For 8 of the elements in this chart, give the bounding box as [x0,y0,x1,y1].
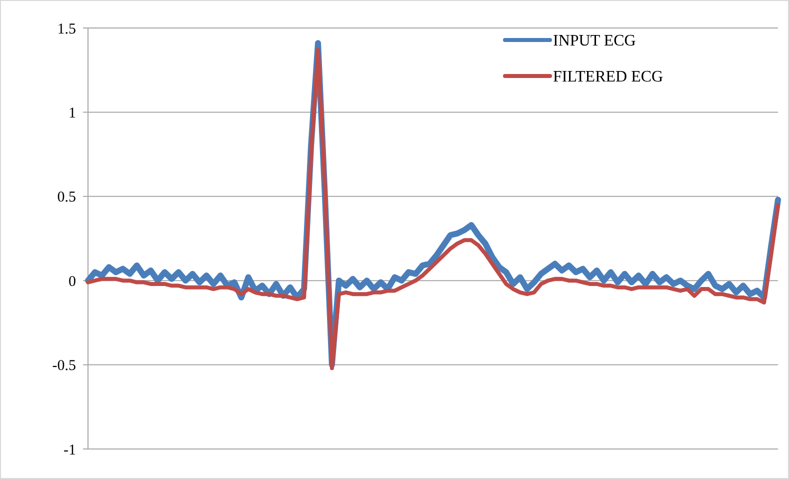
legend-label: FILTERED ECG [553,68,664,86]
y-tick-label: 0 [68,274,76,290]
y-tick-label: 1.5 [57,21,76,38]
y-tick-label: 0.5 [57,190,76,206]
legend-label: INPUT ECG [553,32,636,50]
y-tick-label: -1 [64,442,76,458]
y-tick-label: -0.5 [52,358,76,374]
y-tick-label: 1 [68,105,76,122]
